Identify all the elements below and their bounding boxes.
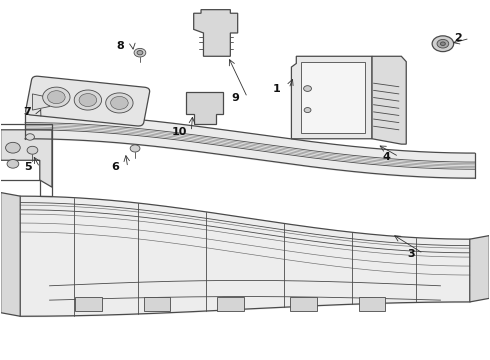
- Polygon shape: [0, 130, 52, 187]
- Bar: [217, 297, 244, 311]
- Circle shape: [27, 146, 38, 154]
- Text: 8: 8: [117, 41, 124, 50]
- Circle shape: [134, 48, 146, 57]
- Polygon shape: [0, 193, 20, 316]
- Circle shape: [7, 159, 19, 168]
- Circle shape: [111, 96, 128, 109]
- Circle shape: [304, 86, 312, 91]
- Polygon shape: [470, 235, 490, 302]
- Circle shape: [74, 90, 101, 110]
- Circle shape: [437, 40, 449, 48]
- FancyBboxPatch shape: [25, 76, 149, 126]
- Text: 10: 10: [172, 127, 187, 136]
- Circle shape: [5, 142, 20, 153]
- Circle shape: [130, 145, 140, 152]
- Bar: [359, 297, 386, 311]
- Bar: [290, 297, 317, 311]
- Circle shape: [79, 94, 97, 107]
- Circle shape: [43, 87, 70, 107]
- Polygon shape: [32, 94, 49, 110]
- Polygon shape: [194, 10, 238, 56]
- Text: 5: 5: [24, 162, 31, 172]
- Text: 3: 3: [407, 248, 415, 258]
- Polygon shape: [372, 56, 406, 144]
- Polygon shape: [292, 56, 372, 139]
- Text: 9: 9: [231, 93, 239, 103]
- Polygon shape: [301, 62, 365, 134]
- Text: 4: 4: [383, 152, 391, 162]
- Polygon shape: [186, 92, 223, 125]
- Circle shape: [441, 42, 445, 45]
- Text: 2: 2: [454, 33, 462, 43]
- Circle shape: [432, 36, 454, 51]
- Text: 7: 7: [24, 107, 31, 117]
- Bar: [144, 297, 171, 311]
- Bar: [75, 297, 102, 311]
- Circle shape: [25, 134, 34, 140]
- Circle shape: [304, 108, 311, 113]
- Circle shape: [137, 50, 143, 55]
- Circle shape: [106, 93, 133, 113]
- Circle shape: [48, 91, 65, 104]
- Text: 1: 1: [273, 84, 281, 94]
- Text: 6: 6: [112, 162, 120, 172]
